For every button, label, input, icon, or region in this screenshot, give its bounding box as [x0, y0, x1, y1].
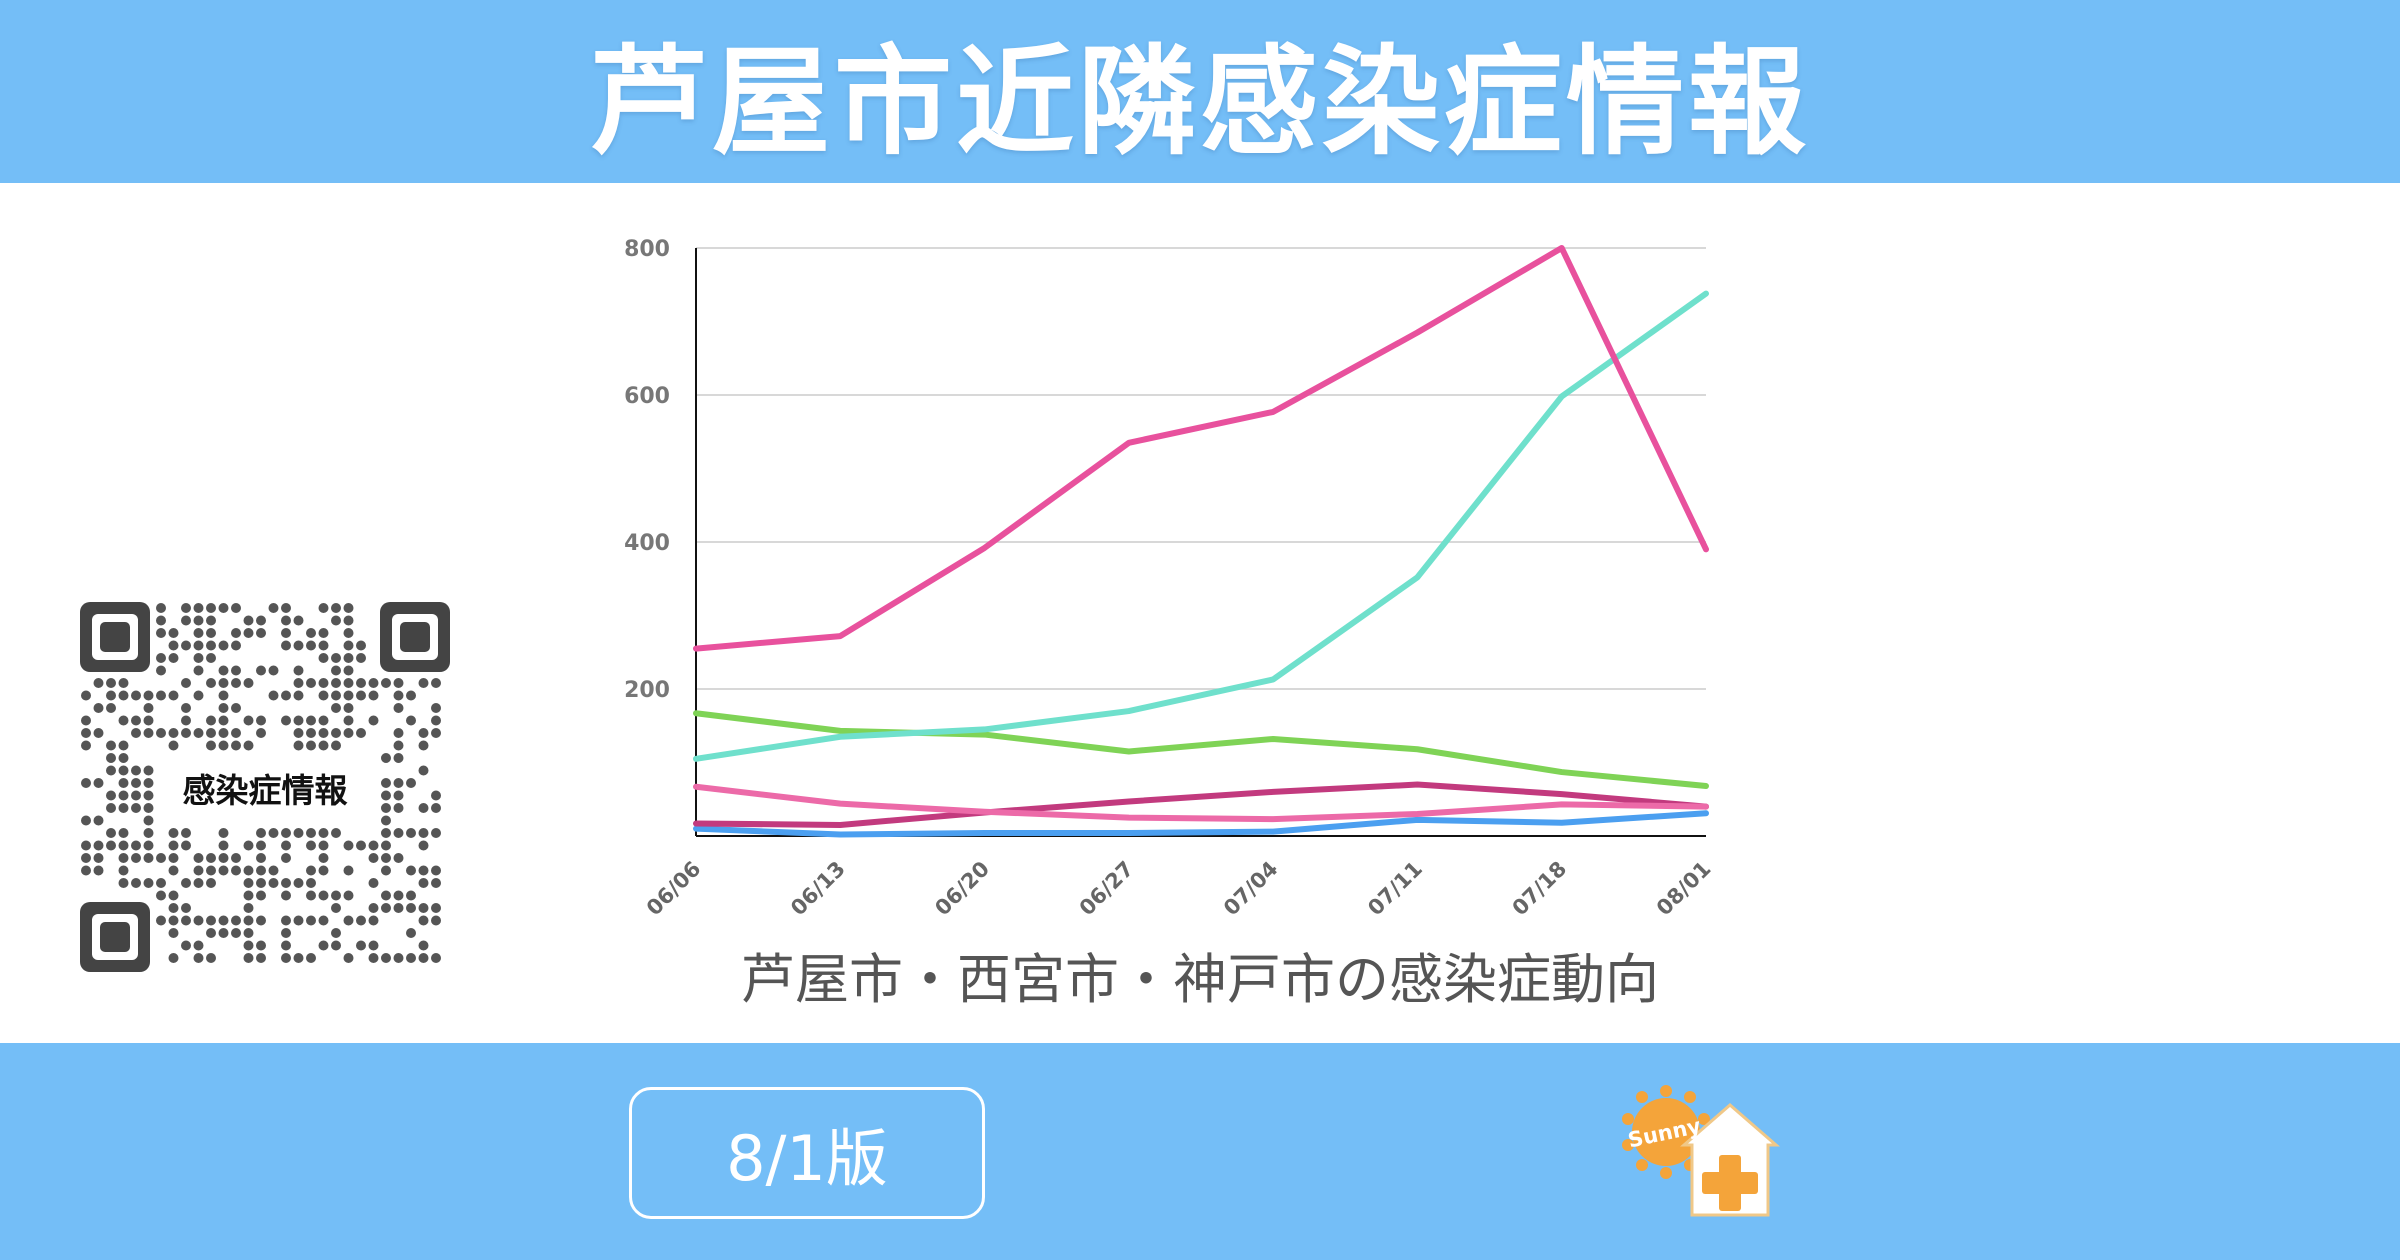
edition-badge: 8/1版: [629, 1087, 985, 1219]
qr-finder-top-right: [380, 602, 450, 672]
series-line: [693, 781, 1709, 828]
y-tick-label: 800: [624, 237, 670, 262]
x-tick-label: 06/20: [930, 857, 994, 920]
x-tick-label: 06/06: [642, 857, 706, 920]
chart-title: 芦屋市・西宮市・神戸市の感染症動向: [741, 948, 1659, 1011]
series-line: [693, 783, 1709, 823]
page-title: 芦屋市近隣感染症情報: [589, 33, 1810, 171]
footer-bar: [0, 1043, 2400, 1260]
line-chart: 200 400 600 800 06/06 06/13 06/20 06/27 07/04 07/…: [624, 237, 1716, 920]
y-tick-label: 600: [624, 384, 670, 409]
x-tick-label: 07/11: [1363, 857, 1427, 920]
series-line: [693, 245, 1709, 652]
x-tick-label: 06/27: [1075, 857, 1139, 920]
qr-finder-bottom-left: [80, 902, 150, 972]
series-line: [693, 290, 1709, 762]
series-line: [693, 810, 1709, 838]
y-tick-label: 400: [624, 531, 670, 556]
house-icon: [1679, 1103, 1781, 1217]
qr-label: 感染症情報: [183, 771, 348, 810]
header-bar: 芦屋市近隣感染症情報: [0, 0, 2400, 183]
x-tick-label: 06/13: [786, 857, 850, 920]
qr-code: 感染症情報: [80, 602, 450, 972]
x-tick-label: 07/18: [1508, 857, 1572, 920]
qr-finder-top-left: [80, 602, 150, 672]
x-tick-label: 07/04: [1219, 857, 1283, 920]
x-tick-label: 08/01: [1652, 857, 1716, 920]
y-tick-label: 200: [624, 678, 670, 703]
qr-dot-pattern: [81, 603, 441, 963]
sunny-logo: Sunny: [1622, 1085, 1781, 1217]
series-line: [693, 710, 1709, 790]
